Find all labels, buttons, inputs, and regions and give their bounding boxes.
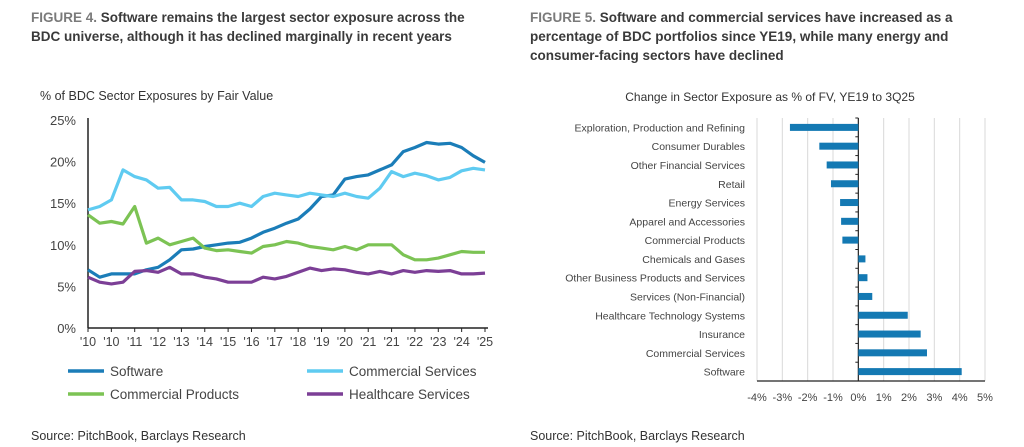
y-tick-label: 25% [50, 113, 76, 128]
x-tick-label: '24 [453, 335, 469, 349]
series-line-commercial-products [87, 204, 485, 262]
bar [830, 180, 859, 188]
figure5-source: Source: PitchBook, Barclays Research [530, 429, 745, 443]
category-label: Exploration, Production and Refining [575, 122, 746, 134]
bar [858, 274, 868, 282]
x-tick-label: -3% [773, 392, 793, 404]
line-chart-title: % of BDC Sector Exposures by Fair Value [40, 89, 274, 103]
category-label: Other Business Products and Services [565, 273, 745, 285]
figure5-title: FIGURE 5. Software and commercial servic… [530, 8, 985, 65]
bar [842, 236, 859, 244]
bar [858, 255, 866, 263]
x-tick-label: '15 [220, 335, 236, 349]
bar [858, 368, 962, 376]
category-label: Other Financial Services [631, 160, 745, 172]
figure5-label: FIGURE 5. [530, 10, 597, 25]
y-tick-label: 15% [50, 196, 76, 211]
x-tick-label: 1% [876, 392, 892, 404]
x-tick-label: '17 [267, 335, 283, 349]
y-tick-label: 0% [57, 321, 76, 336]
category-label: Apparel and Accessories [629, 216, 745, 228]
category-label: Commercial Products [645, 235, 745, 247]
legend-label: Healthcare Services [349, 387, 470, 402]
x-tick-label: '18 [290, 335, 306, 349]
bar [858, 311, 908, 319]
x-tick-label: '25 [477, 335, 493, 349]
bar [858, 292, 873, 300]
x-tick-label: '19 [313, 335, 329, 349]
figure5-title-text: Software and commercial services have in… [530, 10, 953, 63]
x-tick-label: -1% [823, 392, 843, 404]
figure4-label: FIGURE 4. [31, 10, 98, 25]
x-tick-label: '14 [197, 335, 213, 349]
category-label: Services (Non-Financial) [630, 291, 745, 303]
legend-label: Software [110, 364, 163, 379]
figure4-source: Source: PitchBook, Barclays Research [31, 429, 246, 443]
category-label: Retail [718, 179, 745, 191]
bar [858, 349, 927, 357]
category-label: Insurance [699, 329, 745, 341]
x-tick-label: '10 [80, 335, 96, 349]
category-label: Consumer Durables [652, 141, 745, 153]
x-tick-label: '20 [337, 335, 353, 349]
x-tick-label: '12 [150, 335, 166, 349]
y-tick-label: 20% [50, 155, 76, 170]
figure4-title-text: Software remains the largest sector expo… [31, 10, 465, 44]
y-tick-label: 10% [50, 238, 76, 253]
bar [819, 142, 859, 150]
legend-label: Commercial Services [349, 364, 477, 379]
figure4-title: FIGURE 4. Software remains the largest s… [31, 8, 481, 46]
x-tick-label: 4% [952, 392, 968, 404]
x-tick-label: -2% [798, 392, 818, 404]
bar-chart-title: Change in Sector Exposure as % of FV, YE… [625, 90, 915, 104]
bar [789, 123, 859, 131]
x-tick-label: -4% [747, 392, 767, 404]
category-label: Commercial Services [646, 348, 745, 360]
bar [826, 161, 859, 169]
x-tick-label: '16 [243, 335, 259, 349]
legend-label: Commercial Products [110, 387, 239, 402]
x-tick-label: 5% [977, 392, 993, 404]
x-tick-label: '23 [430, 335, 446, 349]
bar [841, 217, 859, 225]
series-line-commercial-services [87, 166, 486, 212]
series-line-healthcare-services [87, 265, 486, 286]
x-tick-label: 2% [901, 392, 917, 404]
x-tick-label: '10 [103, 335, 119, 349]
category-label: Software [704, 367, 746, 379]
series-line-software [87, 140, 486, 279]
x-tick-label: '22 [407, 335, 423, 349]
category-label: Energy Services [669, 198, 745, 210]
bar [840, 199, 859, 207]
category-label: Chemicals and Gases [642, 254, 745, 266]
bar [858, 330, 921, 338]
x-tick-label: 3% [926, 392, 942, 404]
x-tick-label: 0% [850, 392, 866, 404]
x-tick-label: '21 [360, 335, 376, 349]
category-label: Healthcare Technology Systems [595, 310, 745, 322]
x-tick-label: '13 [173, 335, 189, 349]
y-tick-label: 5% [57, 279, 76, 294]
x-tick-label: '11 [127, 335, 142, 349]
x-tick-label: '21 [383, 335, 399, 349]
